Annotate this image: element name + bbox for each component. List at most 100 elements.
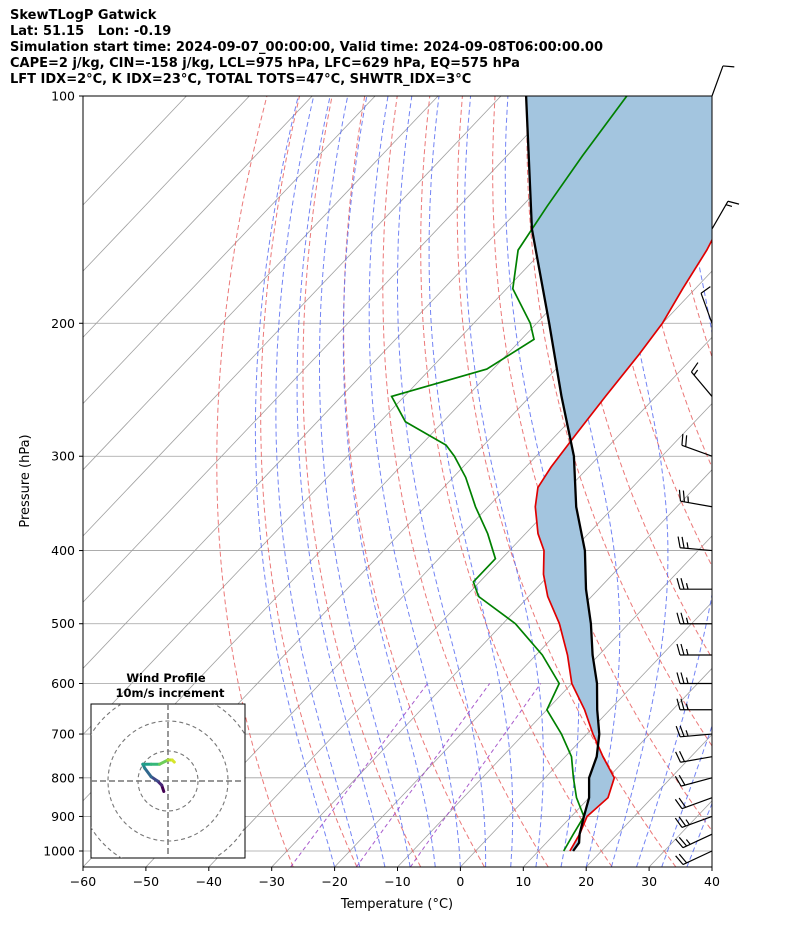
barb-shaft	[680, 547, 713, 552]
barb-flag	[675, 751, 682, 763]
wind-barb	[711, 65, 735, 97]
dry-adiabat	[382, 96, 549, 867]
isotherm	[83, 96, 376, 405]
barb-flag	[681, 536, 685, 549]
barb-flag	[678, 816, 687, 827]
x-axis-label: Temperature (°C)	[340, 897, 453, 912]
y-tick-label: 800	[51, 770, 75, 785]
isotherm	[83, 96, 565, 603]
barb-flag	[679, 725, 685, 737]
wind-barb	[678, 489, 713, 508]
barb-shaft	[690, 371, 713, 397]
barb-flag	[680, 578, 685, 590]
barb-shaft	[681, 815, 713, 828]
barb-flag	[677, 536, 681, 548]
hodograph: Wind Profile 10m/s increment	[90, 671, 246, 859]
hodograph-segment	[170, 758, 176, 764]
barb-flag	[727, 200, 740, 205]
dry-adiabat	[492, 96, 712, 832]
dry-adiabat	[756, 96, 794, 867]
wind-barb	[674, 815, 713, 828]
barb-half	[685, 839, 691, 845]
moist-adiabats	[254, 96, 712, 867]
barb-shaft	[680, 756, 713, 763]
chart-times: Simulation start time: 2024-09-07_00:00:…	[10, 40, 603, 55]
x-tick-label: 30	[641, 874, 657, 889]
isotherm	[145, 270, 712, 867]
y-tick-label: 100	[51, 89, 75, 104]
hodograph-segment	[143, 766, 153, 779]
barb-half	[686, 542, 689, 549]
dry-adiabat	[302, 96, 422, 867]
y-tick-label: 300	[51, 449, 75, 464]
x-tick-label: −50	[133, 874, 159, 889]
dry-adiabat	[260, 96, 358, 867]
barb-flag	[682, 490, 686, 502]
x-axis-ticks: −60 −50 −40 −30 −20 −10 0 10 20 30 40	[70, 867, 720, 889]
y-tick-label: 900	[51, 809, 75, 824]
hodograph-segment	[158, 758, 170, 766]
x-tick-label: −40	[196, 874, 222, 889]
barb-flag	[676, 698, 681, 710]
barb-half	[685, 648, 689, 656]
wind-barb	[674, 797, 713, 810]
mixing-ratio-line	[290, 683, 428, 867]
wind-barb	[675, 750, 713, 763]
x-tick-label: −10	[384, 874, 410, 889]
moist-adiabat	[342, 96, 436, 867]
parcel-line	[524, 96, 601, 852]
barb-shaft	[680, 500, 713, 508]
isotherm	[397, 535, 712, 867]
barb-flag	[685, 435, 688, 447]
dry-adiabat	[788, 96, 794, 867]
isotherm	[523, 667, 712, 867]
wind-barb	[681, 433, 713, 457]
chart-params-2: LFT IDX=2°C, K IDX=23°C, TOTAL TOTS=47°C…	[10, 72, 472, 87]
y-tick-label: 500	[51, 616, 75, 631]
y-axis-ticks: 100 200 300 400 500 600 700 800 900 1000	[43, 89, 83, 859]
chart-header: SkewTLogP Gatwick Lat: 51.15 Lon: -0.19 …	[10, 8, 603, 88]
wind-barb	[675, 833, 713, 849]
wind-barb	[676, 612, 712, 625]
dry-adiabat	[216, 96, 294, 867]
barb-shaft	[700, 293, 713, 324]
wind-barb	[674, 774, 713, 787]
isotherm	[83, 96, 313, 338]
y-tick-label: 600	[51, 676, 75, 691]
wind-barb	[690, 362, 713, 397]
isotherm	[83, 96, 502, 537]
cape-fill	[526, 96, 712, 851]
barb-flag	[674, 775, 682, 787]
x-tick-label: 10	[515, 874, 531, 889]
barb-shaft	[681, 797, 713, 810]
wind-barb	[711, 200, 740, 230]
dry-adiabat	[420, 96, 613, 867]
dewpoint-line	[390, 96, 628, 852]
barb-half	[685, 583, 689, 590]
wind-barb	[676, 698, 712, 711]
barb-flag	[679, 750, 685, 762]
isotherm	[83, 96, 628, 669]
barb-flag	[678, 797, 687, 808]
barb-flag	[675, 855, 684, 865]
dry-adiabat	[456, 96, 677, 867]
moist-adiabat	[686, 802, 712, 867]
barb-flag	[680, 612, 685, 624]
barb-flag	[675, 725, 681, 738]
mixing-ratio-line	[355, 683, 491, 867]
temperature-line	[534, 238, 712, 852]
moist-adiabat	[254, 96, 336, 867]
barb-flag	[676, 612, 681, 624]
moist-adiabat	[275, 96, 361, 867]
isotherm	[271, 402, 712, 867]
isotherm	[83, 96, 250, 272]
barb-shaft	[680, 777, 713, 787]
barb-flag	[676, 643, 681, 656]
barb-half	[693, 369, 699, 376]
moist-adiabat	[319, 96, 411, 867]
isotherm	[460, 601, 712, 867]
barb-flag	[680, 643, 685, 656]
chart-title: SkewTLogP Gatwick	[10, 8, 157, 23]
